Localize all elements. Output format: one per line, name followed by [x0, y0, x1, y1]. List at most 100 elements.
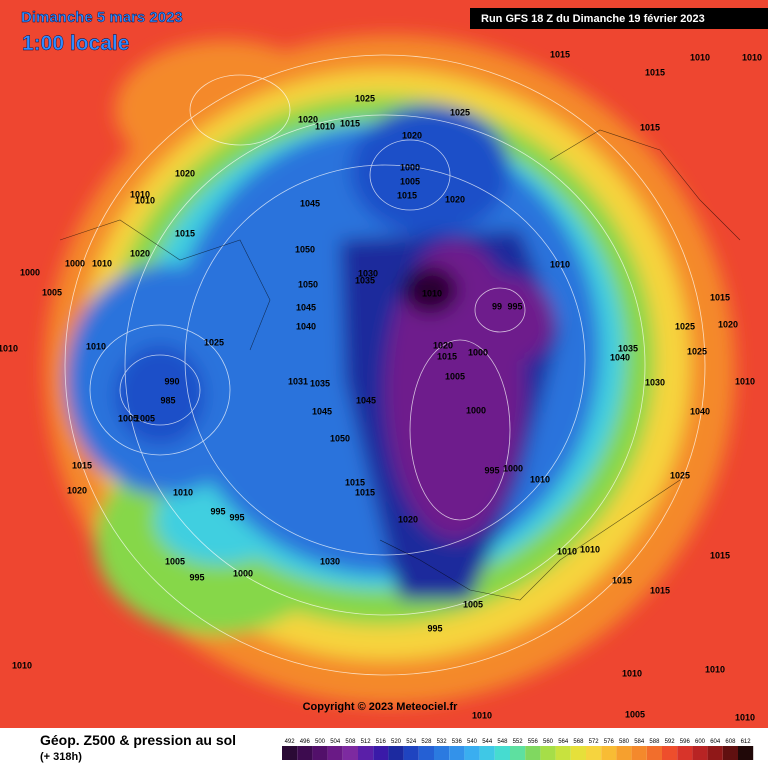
- isobar-label: 1010: [12, 660, 32, 670]
- scale-label: 600: [695, 739, 706, 745]
- run-info: Run GFS 18 Z du Dimanche 19 février 2023: [481, 13, 705, 25]
- isobar-label: 1015: [72, 460, 92, 470]
- isobar-label: 985: [160, 395, 175, 405]
- isobar-label: 1020: [298, 114, 318, 124]
- scale-swatch: [646, 746, 662, 760]
- isobar-label: 1020: [175, 168, 195, 178]
- scale-label: 592: [665, 739, 676, 745]
- isobar-label: 1010: [622, 668, 642, 678]
- isobar-label: 1005: [625, 709, 645, 719]
- scale-label: 544: [482, 739, 493, 745]
- isobar-label: 1030: [320, 556, 340, 566]
- isobar-label: 1045: [296, 302, 316, 312]
- isobar-label: 1025: [670, 470, 690, 480]
- isobar-label: 1010: [135, 195, 155, 205]
- scale-swatch: [342, 746, 358, 760]
- scale-swatch: [540, 746, 556, 760]
- isobar-label: 1015: [355, 487, 375, 497]
- isobar-label: 1010: [130, 189, 150, 199]
- isobar-label: 1020: [445, 194, 465, 204]
- legend-title: Géop. Z500 & pression au sol: [40, 732, 236, 748]
- isobar-label: 1025: [204, 337, 224, 347]
- scale-swatch: [692, 746, 708, 760]
- isobar-label: 1015: [710, 550, 730, 560]
- isobar-label: 995: [210, 506, 225, 516]
- scale-swatch: [662, 746, 678, 760]
- isobar-label: 1020: [130, 248, 150, 258]
- isobar-label: 1015: [550, 49, 570, 59]
- scale-label: 608: [725, 739, 736, 745]
- isobar-label: 1010: [580, 544, 600, 554]
- isobar-label: 1020: [67, 485, 87, 495]
- isobar-label: 1015: [640, 122, 660, 132]
- scale-swatch: [449, 746, 465, 760]
- isobar-label: 1031: [288, 376, 308, 386]
- isobar-label: 1010: [173, 487, 193, 497]
- isobar-label: 1010: [530, 474, 550, 484]
- isobar-label: 1010: [690, 52, 710, 62]
- scale-swatch: [327, 746, 343, 760]
- isobar-label: 990: [164, 376, 179, 386]
- isobar-label: 1035: [618, 343, 638, 353]
- isobar-label: 1050: [298, 279, 318, 289]
- isobar-label: 1030: [358, 268, 378, 278]
- isobar-label: 1015: [340, 118, 360, 128]
- isobar-label: 1020: [398, 514, 418, 524]
- scale-label: 552: [513, 739, 524, 745]
- isobar-label: 1015: [650, 585, 670, 595]
- scale-swatch: [677, 746, 693, 760]
- scale-swatch: [418, 746, 434, 760]
- isobar-label: 1015: [710, 292, 730, 302]
- isobar-label: 1045: [312, 406, 332, 416]
- map-time: 1:00 locale: [22, 32, 129, 55]
- isobar-label: 1000: [400, 162, 420, 172]
- scale-swatch: [570, 746, 586, 760]
- scale-swatch: [388, 746, 404, 760]
- scale-swatch: [373, 746, 389, 760]
- isobar-label: 1010: [705, 664, 725, 674]
- scale-swatch: [312, 746, 328, 760]
- scale-label: 580: [619, 739, 630, 745]
- isobar-label: 1005: [463, 599, 483, 609]
- scale-label: 556: [528, 739, 539, 745]
- scale-swatch: [738, 746, 754, 760]
- scale-label: 532: [437, 739, 448, 745]
- scale-label: 492: [285, 739, 296, 745]
- isobar-label: 1030: [645, 377, 665, 387]
- isobar-label: 1005: [118, 413, 138, 423]
- isobar-label: 1040: [690, 406, 710, 416]
- isobar-label: 1015: [397, 190, 417, 200]
- isobar-label: 1010: [550, 259, 570, 269]
- isobar-label: 995: [484, 465, 499, 475]
- isobar-label: 1035: [355, 275, 375, 285]
- scale-swatch: [358, 746, 374, 760]
- scale-label: 528: [421, 739, 432, 745]
- scale-label: 560: [543, 739, 554, 745]
- isobar-label: 995: [229, 512, 244, 522]
- scale-swatch: [464, 746, 480, 760]
- scale-label: 568: [573, 739, 584, 745]
- scale-label: 604: [710, 739, 721, 745]
- isobar-label: 1020: [718, 319, 738, 329]
- isobar-label: 1050: [295, 244, 315, 254]
- isobar-label: 1025: [687, 346, 707, 356]
- isobar-label: 1000: [503, 463, 523, 473]
- isobar-label: 1025: [450, 107, 470, 117]
- legend-lead: (+ 318h): [40, 751, 82, 763]
- scale-swatch: [601, 746, 617, 760]
- isobar-label: 1010: [0, 343, 18, 353]
- isobar-label: 1000: [65, 258, 85, 268]
- isobar-label: 99: [492, 301, 502, 311]
- isobar-label: 1000: [233, 568, 253, 578]
- scale-label: 536: [452, 739, 463, 745]
- isobar-label: 1040: [296, 321, 316, 331]
- geopotential-field: [0, 0, 768, 728]
- scale-swatch: [282, 746, 298, 760]
- isobar-label: 1000: [468, 347, 488, 357]
- scale-swatch: [722, 746, 738, 760]
- scale-label: 548: [497, 739, 508, 745]
- isobar-label: 1045: [300, 198, 320, 208]
- scale-label: 496: [300, 739, 311, 745]
- isobar-label: 1010: [735, 712, 755, 722]
